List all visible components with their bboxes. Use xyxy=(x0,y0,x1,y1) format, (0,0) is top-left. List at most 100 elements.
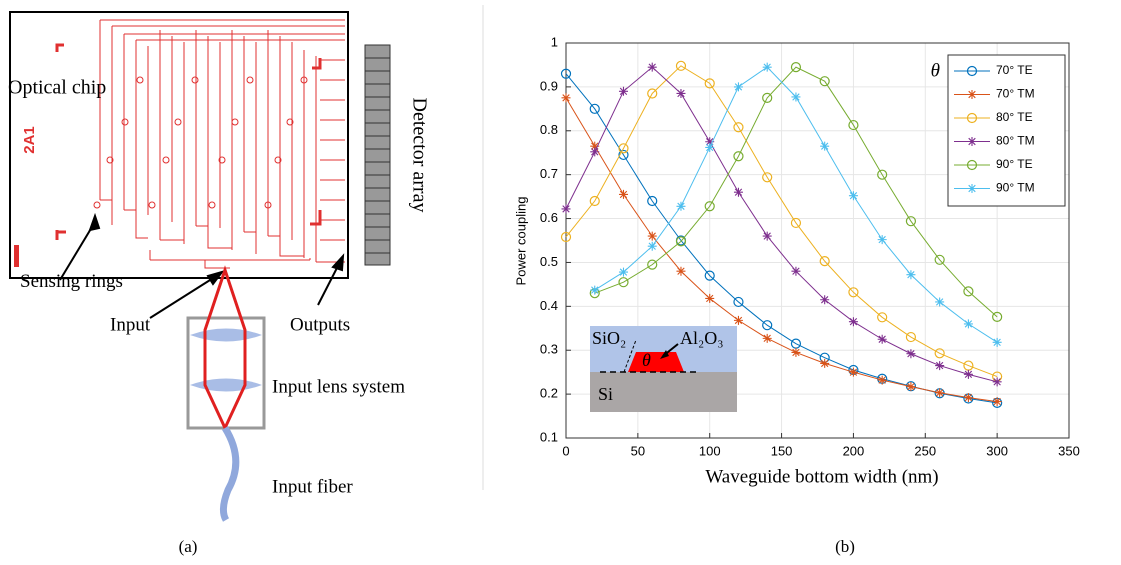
label: Input xyxy=(110,314,151,335)
marker xyxy=(647,259,658,270)
y-tick-label: 1 xyxy=(551,34,558,49)
alignment-marks xyxy=(55,43,322,240)
marker xyxy=(963,393,973,403)
lens-system xyxy=(186,265,266,522)
marker xyxy=(848,317,858,327)
marker xyxy=(589,195,600,207)
inset-label: SiO₂ xyxy=(592,328,626,348)
legend: 70° TE 70° TM 80° TE 80° TM 90° TE 90° TM xyxy=(947,54,1066,207)
legend-label: 70° TE xyxy=(996,63,1033,77)
marker xyxy=(647,241,657,251)
marker xyxy=(966,112,978,124)
marker xyxy=(618,277,629,288)
marker xyxy=(733,82,743,92)
marker xyxy=(848,119,859,131)
marker xyxy=(992,397,1002,407)
marker xyxy=(877,312,888,323)
inset-label: Al₂O₃ xyxy=(680,328,724,348)
legend-label: 80° TE xyxy=(996,110,1033,124)
x-tick-label: 0 xyxy=(562,443,569,458)
marker xyxy=(618,86,628,96)
y-axis-label: Power coupling xyxy=(513,197,528,286)
marker xyxy=(963,369,973,379)
plot-frame xyxy=(565,42,1070,439)
marker xyxy=(647,62,657,72)
marker xyxy=(992,311,1003,322)
label: Detector array xyxy=(408,98,430,213)
label: Sensing rings xyxy=(20,271,123,292)
marker xyxy=(905,331,917,343)
marker xyxy=(589,103,600,114)
legend-box xyxy=(947,54,1066,207)
marker xyxy=(733,151,744,162)
label: Sensing rings xyxy=(20,271,123,292)
marker xyxy=(906,382,916,392)
arrows xyxy=(59,212,345,319)
marker xyxy=(705,137,715,147)
label: Input lens system xyxy=(272,376,405,397)
marker xyxy=(618,189,628,199)
marker xyxy=(819,76,830,87)
marker xyxy=(560,68,572,79)
marker xyxy=(934,254,945,265)
waveguides xyxy=(99,19,345,262)
marker xyxy=(967,90,977,99)
marker xyxy=(676,88,686,98)
x-tick-label: 300 xyxy=(986,443,1008,458)
marker xyxy=(966,159,978,171)
y-tick-label: 0.3 xyxy=(540,342,558,357)
marker xyxy=(704,78,715,89)
y-tick-label: 0.7 xyxy=(540,166,558,181)
y-tick-label: 0.6 xyxy=(540,210,558,225)
marker xyxy=(560,231,572,243)
marker xyxy=(705,142,715,152)
marker xyxy=(705,293,715,303)
marker xyxy=(967,137,977,146)
marker xyxy=(820,141,830,151)
marker xyxy=(848,287,859,298)
y-tick-label: 0.9 xyxy=(540,78,558,93)
x-tick-label: 100 xyxy=(699,443,721,458)
legend-label: 90° TM xyxy=(996,181,1035,195)
chip-marking xyxy=(14,245,19,267)
series-line xyxy=(565,66,998,383)
marker xyxy=(647,195,658,207)
x-tick-label: 200 xyxy=(843,443,865,458)
marker xyxy=(618,143,629,154)
marker xyxy=(618,267,628,277)
marker xyxy=(676,266,686,276)
marker xyxy=(992,377,1002,387)
marker xyxy=(733,315,743,325)
y-tick-label: 0.5 xyxy=(540,254,558,269)
marker xyxy=(590,141,600,151)
marker xyxy=(733,296,744,308)
marker xyxy=(966,65,978,77)
series-line xyxy=(565,65,998,378)
marker xyxy=(762,92,773,103)
marker xyxy=(590,147,600,157)
marker xyxy=(791,347,801,357)
marker xyxy=(791,92,801,102)
series-line xyxy=(594,66,998,318)
caption: (a) xyxy=(179,537,198,556)
y-tick-label: 0.2 xyxy=(540,386,558,401)
legend-title: θ xyxy=(931,60,940,81)
y-tick-label: 0.4 xyxy=(540,298,558,313)
marker xyxy=(704,201,715,212)
marker xyxy=(762,231,772,241)
label: 2A1 xyxy=(21,126,38,154)
marker xyxy=(618,149,629,161)
marker xyxy=(820,295,830,305)
marker xyxy=(675,60,687,71)
x-axis-label: Waveguide bottom width (nm) xyxy=(705,466,938,487)
legend-label: 90° TE xyxy=(996,157,1033,171)
x-tick-label: 150 xyxy=(771,443,793,458)
marker xyxy=(675,236,687,247)
marker xyxy=(967,184,977,193)
marker xyxy=(848,191,858,201)
marker xyxy=(733,187,743,197)
x-tick-label: 350 xyxy=(1058,443,1080,458)
y-tick-label: 0.8 xyxy=(540,122,558,137)
marker xyxy=(647,231,657,241)
